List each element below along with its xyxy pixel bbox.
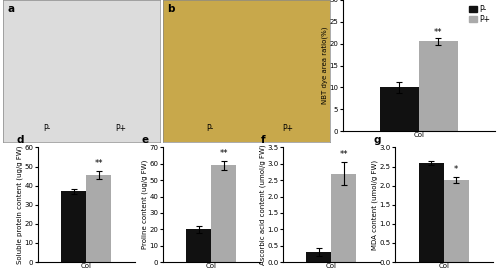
- Bar: [86, 175, 111, 262]
- Y-axis label: Proline content (ug/g FW): Proline content (ug/g FW): [142, 160, 148, 250]
- Text: a: a: [7, 4, 14, 14]
- Bar: [306, 252, 331, 262]
- Text: *: *: [454, 165, 458, 174]
- Y-axis label: NBT dye area ratio(%): NBT dye area ratio(%): [322, 27, 328, 104]
- Bar: [444, 180, 468, 262]
- Text: P+: P+: [282, 124, 294, 133]
- Text: g: g: [374, 135, 381, 145]
- Y-axis label: Ascorbic acid content (umol/g FW): Ascorbic acid content (umol/g FW): [259, 144, 266, 265]
- Text: f: f: [261, 135, 266, 145]
- Bar: [331, 174, 356, 262]
- Bar: [419, 163, 444, 262]
- Bar: [211, 165, 236, 262]
- Text: P-: P-: [206, 124, 213, 133]
- Text: b: b: [168, 4, 175, 14]
- Y-axis label: Soluble protein content (ug/g FW): Soluble protein content (ug/g FW): [16, 146, 23, 264]
- Text: **: **: [94, 159, 103, 168]
- Text: **: **: [434, 28, 442, 37]
- Legend: P-, P+: P-, P+: [468, 4, 491, 25]
- Bar: [419, 41, 458, 131]
- Y-axis label: MDA content (umol/g FW): MDA content (umol/g FW): [372, 160, 378, 250]
- Text: **: **: [340, 150, 348, 159]
- Bar: [62, 191, 86, 262]
- Bar: [380, 87, 419, 131]
- Bar: [186, 229, 211, 262]
- Text: e: e: [141, 135, 148, 145]
- Text: P-: P-: [43, 124, 50, 133]
- Text: **: **: [220, 150, 228, 158]
- Text: P+: P+: [115, 124, 126, 133]
- Text: d: d: [16, 135, 24, 145]
